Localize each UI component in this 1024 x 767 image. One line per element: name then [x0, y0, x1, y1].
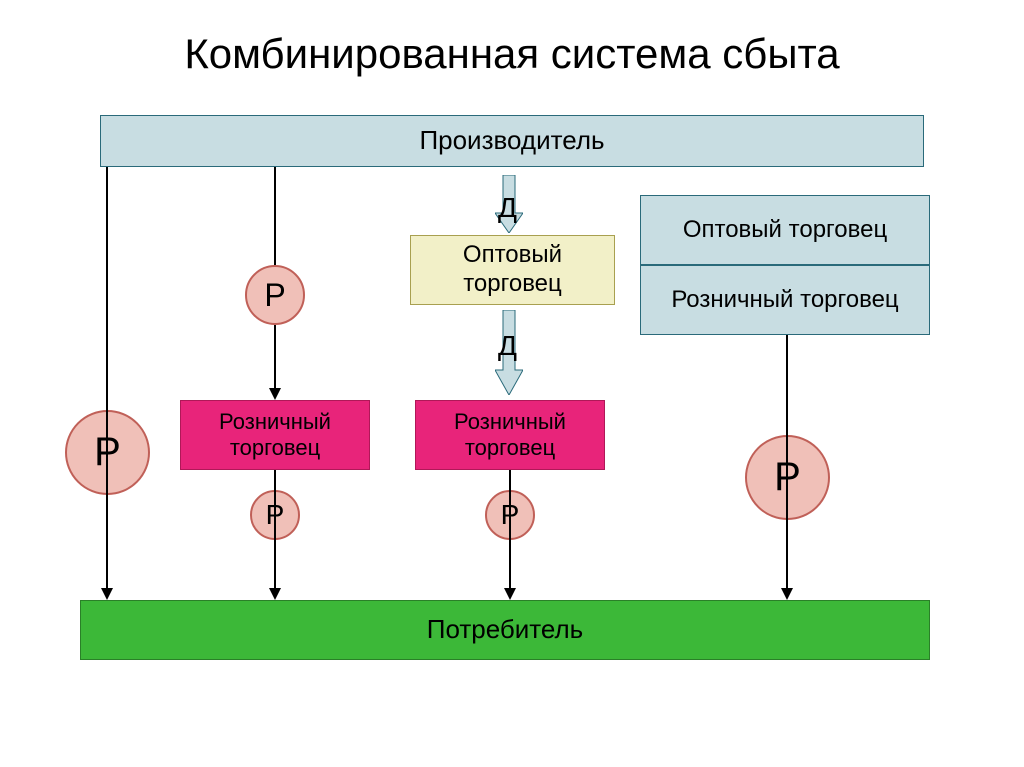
producer-box: Производитель — [100, 115, 924, 167]
retail-magenta-2-box: Розничный торговец — [415, 400, 605, 470]
arrow-head-icon — [269, 388, 281, 400]
d-label-1: Д — [498, 192, 517, 224]
arrow-head-icon — [781, 588, 793, 600]
arrow-line — [786, 335, 788, 598]
consumer-box: Потребитель — [80, 600, 930, 660]
page-title: Комбинированная система сбыта — [0, 30, 1024, 78]
arrow-line — [274, 470, 276, 598]
d-label-2: Д — [498, 330, 517, 362]
arrow-head-icon — [269, 588, 281, 600]
retail-right-box: Розничный торговец — [640, 265, 930, 335]
wholesale-center-box: Оптовый торговец — [410, 235, 615, 305]
arrow-line — [274, 167, 276, 265]
wholesale-right-box: Оптовый торговец — [640, 195, 930, 265]
arrow-head-icon — [101, 588, 113, 600]
arrow-line — [509, 470, 511, 598]
retail-magenta-1-box: Розничный торговец — [180, 400, 370, 470]
p-circle-top-mid: Р — [245, 265, 305, 325]
arrow-line — [106, 167, 108, 598]
arrow-head-icon — [504, 588, 516, 600]
